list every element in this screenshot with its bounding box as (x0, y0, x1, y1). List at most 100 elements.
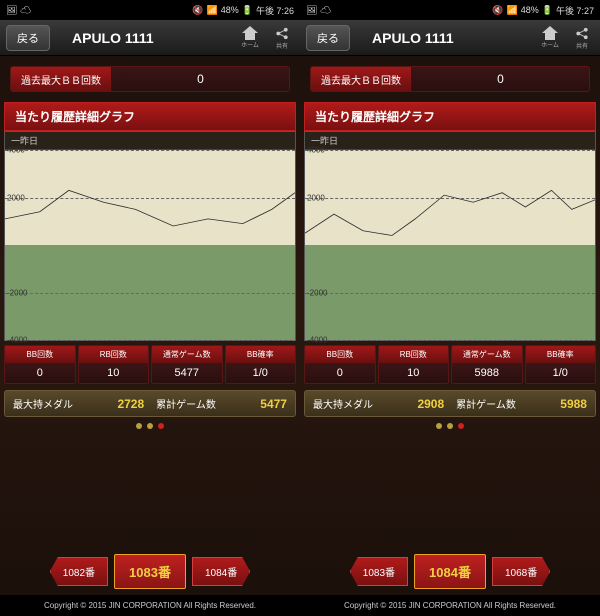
bb-max-bar: 過去最大ＢＢ回数 0 (310, 66, 590, 92)
stat-cell: 通常ゲーム数 5477 (151, 345, 223, 384)
home-icon (542, 26, 558, 40)
stat-value: 1/0 (526, 363, 596, 383)
stat-head: 通常ゲーム数 (152, 346, 222, 363)
status-bar: 🖼 ☁ 🔇 📶 48% 🔋 午後 7:26 (0, 0, 300, 20)
nav-bar: 戻る APULO 1111 ホーム 共有 (300, 20, 600, 56)
section-title: 当たり履歴詳細グラフ (304, 102, 596, 131)
stats-grid: BB回数 0RB回数 10通常ゲーム数 5988BB確率 1/0 (304, 345, 596, 384)
share-icon (574, 26, 590, 41)
status-left-icons: 🖼 ☁ (306, 5, 331, 16)
current-machine[interactable]: 1083番 (114, 554, 186, 589)
nav-title: APULO 1111 (358, 30, 530, 46)
medal-label: 最大持メダル (313, 396, 373, 411)
status-bar: 🖼 ☁ 🔇 📶 48% 🔋 午後 7:27 (300, 0, 600, 20)
bb-max-value: 0 (112, 67, 289, 91)
stat-cell: BB確率 1/0 (525, 345, 597, 384)
nav-bar: 戻る APULO 1111 ホーム 共有 (0, 20, 300, 56)
screen-0: 🖼 ☁ 🔇 📶 48% 🔋 午後 7:26 戻る APULO 1111 ホーム … (0, 0, 300, 616)
dot (436, 423, 442, 429)
home-icon (242, 26, 258, 40)
stat-cell: RB回数 10 (78, 345, 150, 384)
chart-header: 一昨日 (305, 132, 595, 150)
silent-icon: 🔇 (192, 5, 203, 16)
medal-value: 2728 (117, 397, 144, 411)
copyright: Copyright © 2015 JIN CORPORATION All Rig… (0, 595, 300, 616)
stat-head: RB回数 (379, 346, 449, 363)
game-value: 5988 (560, 397, 587, 411)
stat-value: 10 (379, 363, 449, 383)
status-right: 🔇 📶 48% 🔋 午後 7:27 (492, 4, 594, 17)
machine-nav: 1082番 1083番 1084番 (0, 548, 300, 595)
game-label: 累計ゲーム数 (156, 396, 216, 411)
dot (458, 423, 464, 429)
home-label: ホーム (241, 40, 259, 49)
chart-area: 40002000-2000-4000 (5, 150, 295, 340)
back-button[interactable]: 戻る (306, 25, 350, 51)
next-machine-button[interactable]: 1084番 (192, 557, 250, 586)
network-icon: 📶 (507, 5, 518, 16)
bb-max-label: 過去最大ＢＢ回数 (11, 67, 112, 91)
status-right: 🔇 📶 48% 🔋 午後 7:26 (192, 4, 294, 17)
stats-grid: BB回数 0RB回数 10通常ゲーム数 5477BB確率 1/0 (4, 345, 296, 384)
share-button[interactable]: 共有 (570, 26, 594, 50)
clock-text: 午後 7:26 (256, 4, 294, 17)
stat-cell: 通常ゲーム数 5988 (451, 345, 523, 384)
stat-head: BB回数 (5, 346, 75, 363)
game-value: 5477 (260, 397, 287, 411)
chart-header: 一昨日 (5, 132, 295, 150)
machine-nav: 1083番 1084番 1068番 (300, 548, 600, 595)
chart-area: 40002000-2000-4000 (305, 150, 595, 340)
bb-max-bar: 過去最大ＢＢ回数 0 (10, 66, 290, 92)
stat-cell: BB回数 0 (304, 345, 376, 384)
back-button[interactable]: 戻る (6, 25, 50, 51)
network-icon: 📶 (207, 5, 218, 16)
stat-head: BB確率 (526, 346, 596, 363)
silent-icon: 🔇 (492, 5, 503, 16)
stat-cell: BB回数 0 (4, 345, 76, 384)
home-button[interactable]: ホーム (238, 26, 262, 50)
stat-head: BB回数 (305, 346, 375, 363)
chart-container[interactable]: 一昨日40002000-2000-4000 (304, 131, 596, 341)
prev-machine-button[interactable]: 1082番 (50, 557, 108, 586)
prev-machine-button[interactable]: 1083番 (350, 557, 408, 586)
stat-value: 5477 (152, 363, 222, 383)
stat-value: 10 (79, 363, 149, 383)
screen-1: 🖼 ☁ 🔇 📶 48% 🔋 午後 7:27 戻る APULO 1111 ホーム … (300, 0, 600, 616)
status-left-icons: 🖼 ☁ (6, 5, 31, 16)
bb-max-value: 0 (412, 67, 589, 91)
nav-title: APULO 1111 (58, 30, 230, 46)
home-button[interactable]: ホーム (538, 26, 562, 50)
summary-row: 最大持メダル 2728 累計ゲーム数 5477 (4, 390, 296, 417)
medal-label: 最大持メダル (13, 396, 73, 411)
stat-cell: RB回数 10 (378, 345, 450, 384)
current-machine[interactable]: 1084番 (414, 554, 486, 589)
stat-head: RB回数 (79, 346, 149, 363)
share-button[interactable]: 共有 (270, 26, 294, 50)
stat-value: 0 (5, 363, 75, 383)
share-icon (274, 26, 290, 41)
battery-text: 48% (221, 5, 239, 15)
chart-container[interactable]: 一昨日40002000-2000-4000 (4, 131, 296, 341)
stat-head: BB確率 (226, 346, 296, 363)
dot (147, 423, 153, 429)
stat-value: 1/0 (226, 363, 296, 383)
copyright: Copyright © 2015 JIN CORPORATION All Rig… (300, 595, 600, 616)
battery-icon: 🔋 (242, 5, 253, 16)
battery-text: 48% (521, 5, 539, 15)
chart-line-svg (305, 150, 595, 340)
home-label: ホーム (541, 40, 559, 49)
chart-line-svg (5, 150, 295, 340)
share-label: 共有 (276, 41, 288, 50)
game-label: 累計ゲーム数 (456, 396, 516, 411)
page-indicator (300, 423, 600, 429)
dot (447, 423, 453, 429)
next-machine-button[interactable]: 1068番 (492, 557, 550, 586)
grid-line (305, 340, 595, 341)
stat-cell: BB確率 1/0 (225, 345, 297, 384)
clock-text: 午後 7:27 (556, 4, 594, 17)
stat-value: 5988 (452, 363, 522, 383)
stat-head: 通常ゲーム数 (452, 346, 522, 363)
battery-icon: 🔋 (542, 5, 553, 16)
dot (136, 423, 142, 429)
summary-row: 最大持メダル 2908 累計ゲーム数 5988 (304, 390, 596, 417)
